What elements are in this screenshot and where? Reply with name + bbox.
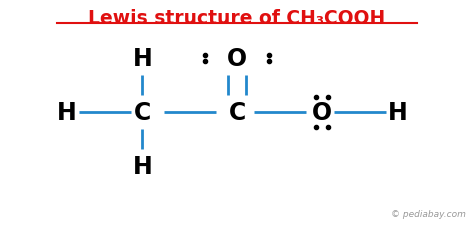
Text: C: C: [228, 101, 246, 124]
Text: © pediabay.com: © pediabay.com: [392, 209, 466, 218]
Text: H: H: [133, 47, 152, 71]
Text: O: O: [312, 101, 332, 124]
Text: H: H: [388, 101, 408, 124]
Text: C: C: [134, 101, 151, 124]
Text: H: H: [133, 154, 152, 178]
Text: H: H: [57, 101, 77, 124]
Text: O: O: [227, 47, 247, 71]
Text: Lewis structure of CH₃COOH: Lewis structure of CH₃COOH: [88, 9, 386, 27]
